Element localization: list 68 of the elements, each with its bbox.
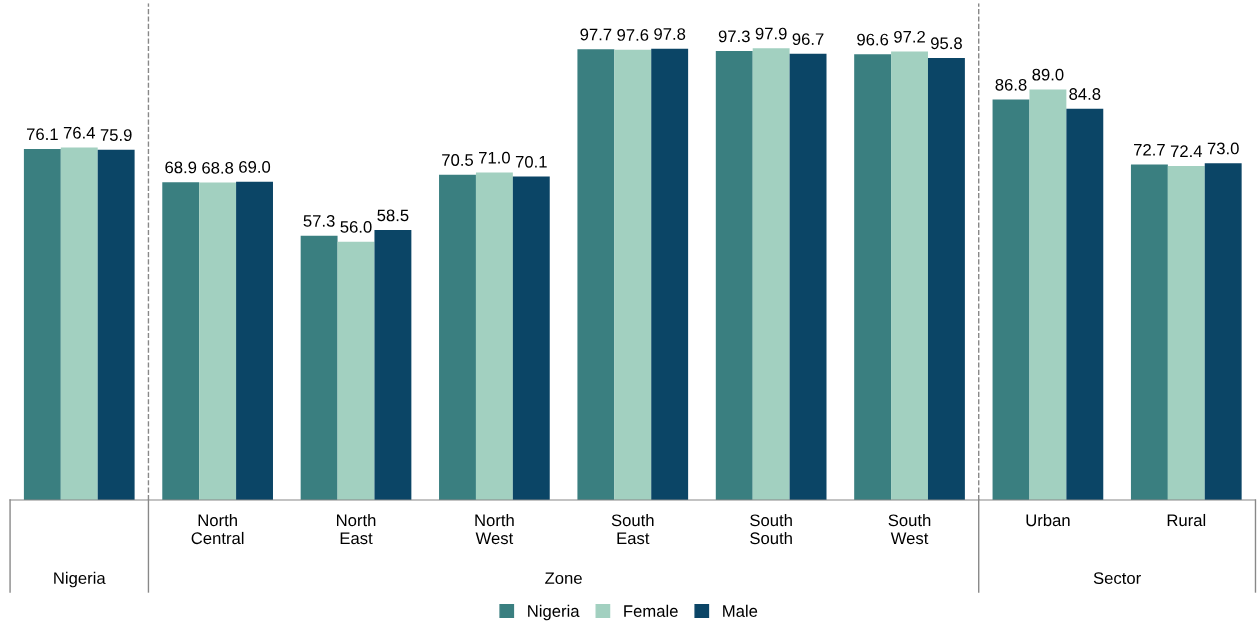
legend-label: Female bbox=[624, 604, 678, 617]
bar bbox=[475, 172, 513, 501]
data-label: 89.0 bbox=[1032, 68, 1064, 81]
data-label: 97.3 bbox=[718, 30, 750, 43]
data-label: 72.7 bbox=[1134, 143, 1165, 156]
data-label: 68.8 bbox=[202, 161, 234, 174]
data-label: 73.0 bbox=[1207, 142, 1239, 155]
data-label: 75.9 bbox=[100, 129, 132, 141]
data-label: 72.4 bbox=[1170, 145, 1203, 157]
data-label: 95.8 bbox=[931, 37, 962, 50]
bar bbox=[854, 54, 892, 501]
bar bbox=[236, 181, 273, 501]
x-tick-label: North Central bbox=[191, 513, 244, 545]
data-label: 58.5 bbox=[377, 209, 409, 222]
bar bbox=[651, 48, 689, 501]
bar bbox=[789, 53, 827, 501]
data-label: 71.0 bbox=[479, 151, 510, 164]
legend-label: Nigeria bbox=[528, 604, 580, 621]
text: Sector bbox=[1093, 572, 1141, 585]
data-label: 97.7 bbox=[580, 28, 612, 41]
bar bbox=[891, 51, 928, 501]
data-label: 70.1 bbox=[515, 155, 547, 168]
bar bbox=[23, 148, 61, 501]
bar bbox=[97, 149, 135, 501]
x-tick-label: Rural bbox=[1167, 513, 1206, 527]
data-label: 96.6 bbox=[857, 33, 889, 46]
data-label: 97.2 bbox=[894, 30, 925, 43]
bar bbox=[927, 58, 965, 501]
data-label: 84.8 bbox=[1069, 88, 1101, 100]
bar bbox=[577, 49, 615, 501]
bar bbox=[300, 235, 338, 501]
text: Zone bbox=[545, 572, 582, 585]
bar bbox=[1029, 89, 1067, 501]
data-label: 76.1 bbox=[26, 128, 58, 141]
legend-label: Male bbox=[723, 604, 758, 617]
bar bbox=[614, 49, 652, 501]
bar bbox=[715, 51, 753, 501]
data-label: 97.6 bbox=[617, 29, 649, 41]
data-label: 68.9 bbox=[165, 161, 197, 174]
x-tick-label: South East bbox=[611, 513, 654, 545]
data-label: 97.8 bbox=[654, 28, 686, 40]
data-label: 86.8 bbox=[995, 78, 1027, 91]
bar bbox=[512, 176, 550, 501]
data-label: 76.4 bbox=[63, 126, 95, 139]
data-label: 96.7 bbox=[792, 33, 824, 46]
bar bbox=[374, 230, 412, 501]
bar bbox=[337, 241, 375, 501]
bar bbox=[1204, 163, 1242, 501]
bar bbox=[752, 48, 790, 501]
bar bbox=[162, 182, 200, 501]
x-tick-label: Urban bbox=[1026, 513, 1070, 527]
bar bbox=[1167, 165, 1205, 501]
data-label: 57.3 bbox=[303, 215, 335, 227]
x-tick-label: South West bbox=[888, 513, 931, 545]
bar bbox=[60, 147, 98, 501]
data-label: 70.5 bbox=[442, 154, 474, 166]
x-tick-label: North West bbox=[475, 513, 514, 545]
x-tick-label: South South bbox=[750, 513, 792, 545]
data-label: 56.0 bbox=[340, 221, 372, 233]
bar bbox=[992, 99, 1030, 501]
data-label: 69.0 bbox=[239, 161, 271, 173]
bar bbox=[1130, 164, 1168, 501]
data-label: 97.9 bbox=[755, 27, 787, 40]
bar bbox=[199, 182, 237, 501]
x-tick-label: North East bbox=[337, 513, 376, 545]
text: Nigeria bbox=[54, 571, 106, 588]
bar bbox=[1066, 108, 1104, 501]
bar bbox=[439, 174, 476, 501]
